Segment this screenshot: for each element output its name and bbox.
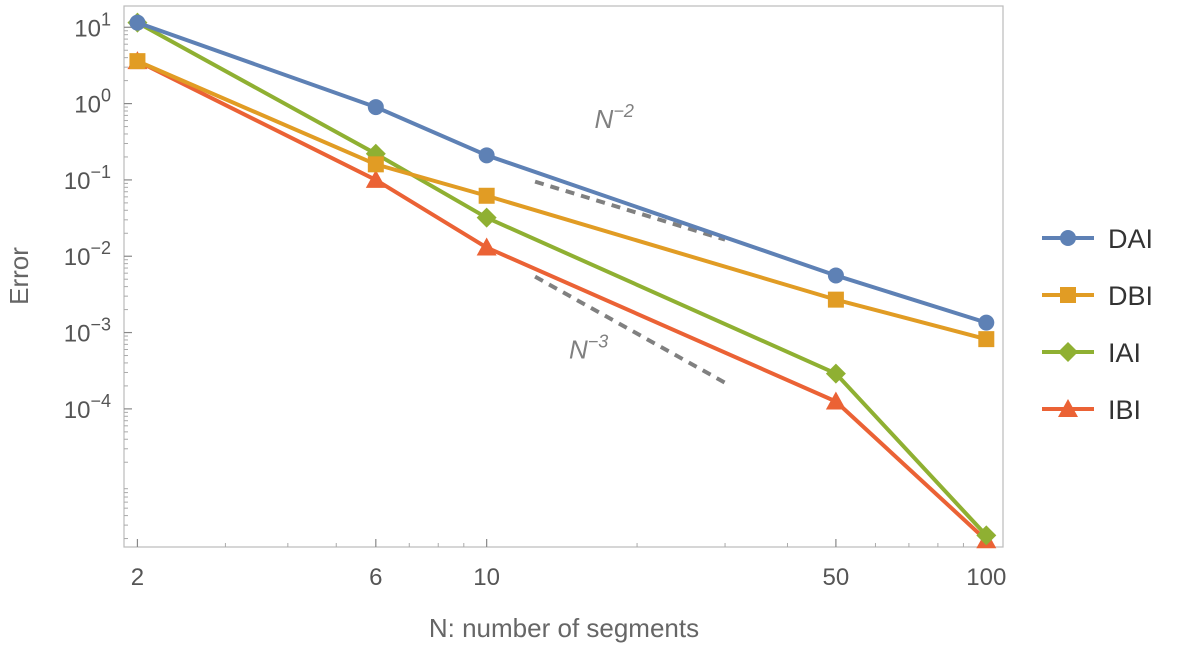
data-point xyxy=(476,237,497,256)
y-tick-label: 10−1 xyxy=(64,162,111,195)
series-line xyxy=(136,59,987,342)
x-tick-label: 2 xyxy=(131,564,144,591)
legend-swatch-marker xyxy=(1060,230,1076,246)
data-point xyxy=(978,331,995,348)
y-tick-label: 10−2 xyxy=(64,238,111,271)
x-tick-label: 50 xyxy=(823,564,850,591)
legend-swatch-marker xyxy=(1058,399,1078,417)
data-point xyxy=(129,14,146,31)
series-ibi xyxy=(127,51,997,549)
legend-label: IBI xyxy=(1108,395,1141,425)
legend-label: DAI xyxy=(1108,224,1153,254)
series-line xyxy=(136,59,988,542)
data-point xyxy=(478,147,495,164)
plot-frame xyxy=(123,5,1004,548)
x-tick-label: 100 xyxy=(966,564,1006,591)
y-axis-title: Error xyxy=(4,247,34,305)
legend-swatch-marker xyxy=(1060,287,1076,303)
y-tick-label: 10−4 xyxy=(64,391,111,424)
reference-line xyxy=(534,274,727,385)
data-series xyxy=(127,12,997,549)
series-dai xyxy=(129,14,995,331)
legend-swatch-marker xyxy=(1058,342,1078,362)
x-axis-ticks: 2 6 10 50 100 xyxy=(131,539,1006,591)
legend-item-iai: IAI xyxy=(1042,338,1141,368)
data-point xyxy=(827,267,844,284)
y-tick-label: 10−3 xyxy=(64,315,111,348)
data-point xyxy=(478,187,495,204)
data-point xyxy=(827,291,844,308)
data-point xyxy=(978,314,995,331)
legend-label: IAI xyxy=(1108,338,1141,368)
legend: DAI DBI IAI IBI xyxy=(1042,224,1153,425)
data-point xyxy=(367,156,384,173)
data-point xyxy=(365,169,386,188)
x-axis-title: N: number of segments xyxy=(429,613,699,643)
reference-line-label: N−2 xyxy=(595,101,634,134)
legend-item-dbi: DBI xyxy=(1042,281,1153,311)
y-axis-ticks: 101 100 10−1 10−2 10−3 10−4 xyxy=(64,9,132,540)
reference-slope-lines: N−2 N−3 xyxy=(534,101,727,385)
data-point xyxy=(976,525,997,546)
legend-item-ibi: IBI xyxy=(1042,395,1141,425)
reference-line xyxy=(534,179,726,242)
x-tick-label: 10 xyxy=(473,564,500,591)
y-tick-label: 101 xyxy=(74,9,111,42)
data-point xyxy=(129,53,146,70)
series-dbi xyxy=(129,53,995,348)
x-tick-label: 6 xyxy=(369,564,382,591)
data-point xyxy=(825,363,846,384)
data-point xyxy=(825,391,846,410)
legend-item-dai: DAI xyxy=(1042,224,1153,254)
data-point xyxy=(367,99,384,116)
reference-line-label: N−3 xyxy=(569,331,608,364)
y-tick-label: 100 xyxy=(74,86,111,119)
legend-label: DBI xyxy=(1108,281,1153,311)
series-line xyxy=(136,20,987,325)
data-point xyxy=(476,207,497,228)
